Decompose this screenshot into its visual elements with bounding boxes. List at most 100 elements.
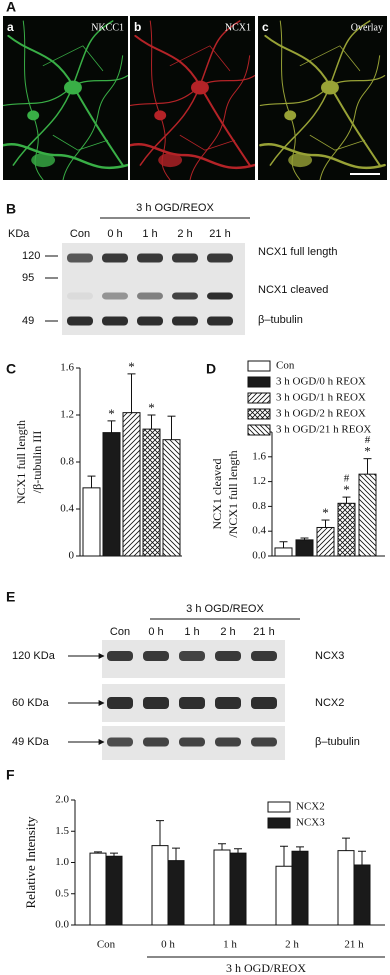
band xyxy=(102,316,128,326)
band xyxy=(172,316,198,326)
marker-label: 120 xyxy=(22,250,40,262)
bar xyxy=(358,473,377,557)
y-tick-label: 1.2 xyxy=(60,409,74,421)
band xyxy=(107,737,133,747)
bar xyxy=(89,852,107,926)
lane-label: Con xyxy=(110,626,130,638)
significance: * xyxy=(108,406,115,421)
bar xyxy=(102,432,121,557)
lane-label: 0 h xyxy=(148,626,163,638)
bar xyxy=(337,502,356,557)
unit-label: KDa xyxy=(8,228,30,240)
x-tick-label: 1 h xyxy=(223,939,237,951)
band xyxy=(215,737,241,747)
band xyxy=(143,737,169,747)
significance: * xyxy=(364,444,371,459)
legend-swatch xyxy=(267,801,291,813)
y-axis-label: NCX1 full length xyxy=(14,420,28,504)
bar xyxy=(105,855,123,926)
band-label: NCX3 xyxy=(315,650,344,662)
image-letter: a xyxy=(7,20,14,34)
band xyxy=(102,292,128,300)
y-tick-label: 0.8 xyxy=(252,500,266,512)
band xyxy=(215,651,241,661)
marker-label: 49 xyxy=(22,315,34,327)
y-tick-label: 0.4 xyxy=(60,503,74,515)
lane-label: Con xyxy=(70,228,90,240)
significance: * xyxy=(322,505,329,520)
legend-swatch xyxy=(247,392,271,404)
bar xyxy=(337,850,355,926)
significance: * xyxy=(128,359,135,374)
bar xyxy=(316,526,335,557)
bar xyxy=(151,845,169,926)
band xyxy=(137,253,163,263)
band-label: NCX1 full length xyxy=(258,246,338,258)
bar xyxy=(82,487,101,557)
band xyxy=(251,651,277,661)
y-tick-label: 1.6 xyxy=(60,362,74,374)
x-tick-label: Con xyxy=(97,939,116,951)
band-label: NCX2 xyxy=(315,697,344,709)
marker-label: 60 KDa xyxy=(12,697,50,709)
bar xyxy=(122,412,141,557)
image-label: NKCC1 xyxy=(91,22,124,33)
lane-label: 2 h xyxy=(220,626,235,638)
band xyxy=(102,253,128,263)
y-tick-label: 2.0 xyxy=(55,794,69,806)
significance: # xyxy=(344,473,350,485)
x-tick-label: 2 h xyxy=(285,939,299,951)
band xyxy=(67,292,93,300)
band xyxy=(207,316,233,326)
lane-label: 21 h xyxy=(209,228,230,240)
band-label: β–tubulin xyxy=(315,736,360,748)
lane-label: 2 h xyxy=(177,228,192,240)
y-axis-label: NCX1 cleaved xyxy=(210,459,224,530)
y-tick-label: 1.6 xyxy=(252,450,266,462)
legend-swatch xyxy=(267,817,291,829)
band xyxy=(172,292,198,300)
legend-swatch xyxy=(247,408,271,420)
band xyxy=(179,651,205,661)
significance: * xyxy=(343,482,350,497)
legend-label: NCX3 xyxy=(296,817,325,829)
y-tick-label: 0.0 xyxy=(252,550,266,562)
legend-label: 3 h OGD/2 h REOX xyxy=(276,408,366,420)
y-axis-label: Relative Intensity xyxy=(23,816,38,909)
y-tick-label: 0.4 xyxy=(252,525,266,537)
y-tick-label: 0 xyxy=(69,550,75,562)
band xyxy=(179,737,205,747)
legend-label: 3 h OGD/21 h REOX xyxy=(276,424,371,436)
x-axis-label: 3 h OGD/REOX xyxy=(226,961,306,975)
band xyxy=(137,316,163,326)
y-tick-label: 0.0 xyxy=(55,919,69,931)
y-tick-label: 1.2 xyxy=(252,475,266,487)
band xyxy=(172,253,198,263)
bar xyxy=(353,864,371,926)
y-tick-label: 1.5 xyxy=(55,825,69,837)
panel-letter: D xyxy=(206,361,216,377)
panel-letter: C xyxy=(6,361,16,377)
band xyxy=(67,253,93,263)
bar xyxy=(291,850,309,926)
bar xyxy=(213,849,231,926)
band xyxy=(207,253,233,263)
image-letter: b xyxy=(134,20,141,34)
panel-letter: B xyxy=(6,201,16,217)
lane-label: 1 h xyxy=(142,228,157,240)
bar xyxy=(162,439,181,557)
bar xyxy=(167,860,185,926)
lane-label: 21 h xyxy=(253,626,274,638)
x-tick-label: 21 h xyxy=(344,939,364,951)
bar xyxy=(274,547,293,557)
bar xyxy=(295,539,314,557)
legend-label: Con xyxy=(276,360,295,372)
band xyxy=(179,697,205,709)
legend-swatch xyxy=(247,376,271,388)
band xyxy=(107,697,133,709)
band xyxy=(107,651,133,661)
treatment-label: 3 h OGD/REOX xyxy=(186,603,264,615)
legend-label: 3 h OGD/1 h REOX xyxy=(276,392,366,404)
band xyxy=(207,292,233,300)
